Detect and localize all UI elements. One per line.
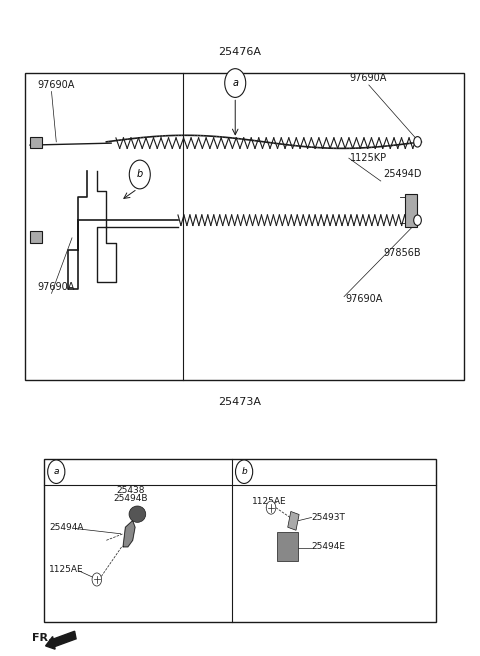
Text: FR.: FR.: [33, 633, 53, 644]
Text: 25493T: 25493T: [312, 513, 346, 522]
Circle shape: [414, 215, 421, 226]
Text: 25494D: 25494D: [383, 169, 421, 180]
Circle shape: [266, 501, 276, 514]
FancyArrow shape: [46, 631, 76, 649]
Text: 25494A: 25494A: [49, 523, 84, 532]
Text: a: a: [232, 78, 238, 88]
FancyBboxPatch shape: [25, 73, 464, 380]
Circle shape: [225, 69, 246, 97]
FancyBboxPatch shape: [44, 459, 436, 622]
Bar: [288, 512, 299, 530]
Text: 97856B: 97856B: [383, 248, 421, 258]
Circle shape: [414, 136, 421, 147]
Text: 1125AE: 1125AE: [252, 497, 287, 506]
Text: 97690A: 97690A: [37, 282, 74, 292]
Text: 25438: 25438: [116, 485, 144, 495]
Text: 97690A: 97690A: [37, 79, 74, 90]
Circle shape: [236, 460, 252, 483]
Bar: [405, 194, 417, 227]
Text: 1125KP: 1125KP: [350, 153, 387, 163]
Bar: [30, 232, 42, 243]
Text: b: b: [137, 169, 143, 180]
Text: a: a: [53, 467, 59, 476]
Text: 97690A: 97690A: [345, 294, 383, 304]
Polygon shape: [123, 521, 135, 547]
Text: 97690A: 97690A: [350, 73, 387, 83]
Text: b: b: [241, 467, 247, 476]
Bar: [30, 136, 42, 148]
FancyBboxPatch shape: [277, 533, 298, 561]
Circle shape: [48, 460, 65, 483]
Ellipse shape: [129, 506, 146, 522]
Text: 25476A: 25476A: [218, 47, 262, 57]
Circle shape: [92, 573, 102, 586]
Text: 25473A: 25473A: [218, 397, 262, 407]
Circle shape: [129, 160, 150, 189]
Text: 25494B: 25494B: [113, 494, 147, 503]
Text: 25494E: 25494E: [312, 543, 346, 551]
Text: 1125AE: 1125AE: [49, 565, 84, 574]
